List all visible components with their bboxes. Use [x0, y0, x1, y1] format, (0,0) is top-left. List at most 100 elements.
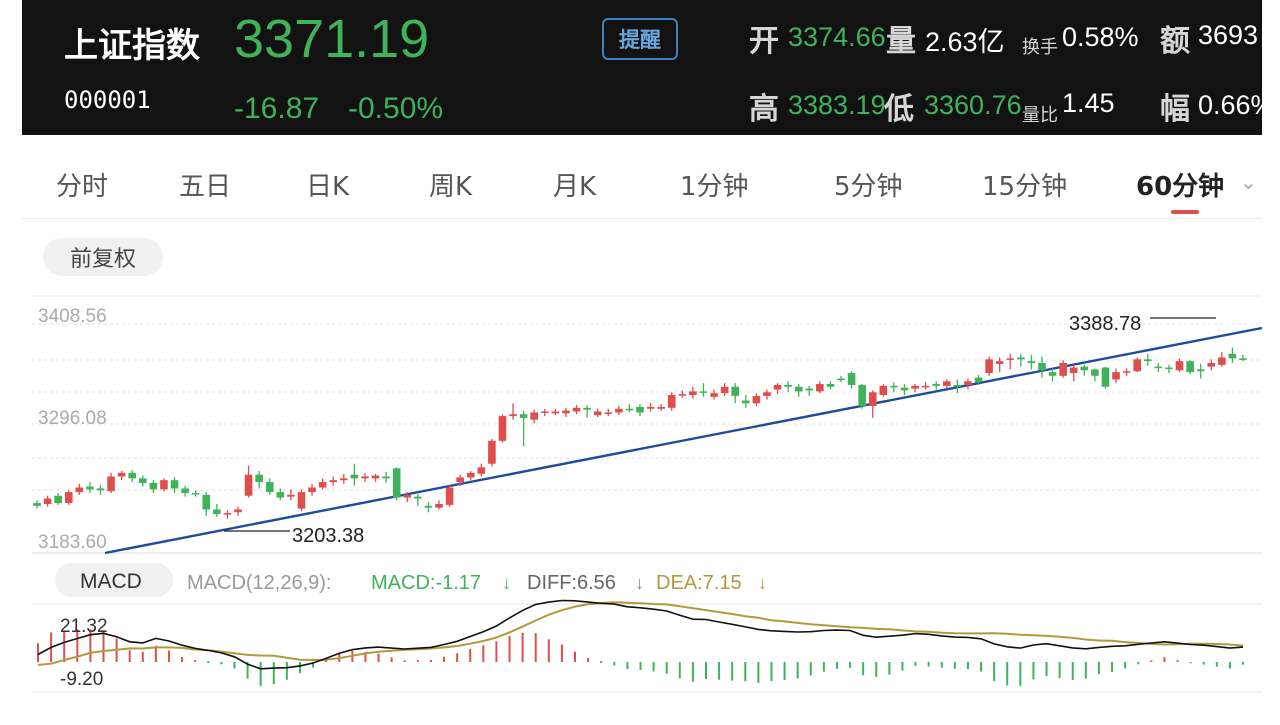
- dea-value: DEA:7.15: [656, 572, 742, 594]
- index-code: 000001: [64, 86, 151, 114]
- macd-panel: [37, 599, 1244, 687]
- amount-value: 3693: [1198, 20, 1259, 50]
- candle-body: [382, 476, 390, 479]
- candle-body: [96, 488, 105, 491]
- candle-body: [964, 381, 972, 385]
- high-price-label: 3388.78: [1069, 313, 1141, 335]
- candle-body: [234, 509, 242, 513]
- tab-monthly-k[interactable]: 月K: [553, 172, 597, 202]
- candle-body: [1080, 366, 1089, 371]
- macd-value: MACD:-1.17: [371, 572, 481, 594]
- adjust-mode-button[interactable]: 前复权: [43, 238, 163, 276]
- macd-title: MACD: [80, 570, 142, 593]
- chevron-down-icon[interactable]: ⌄: [1240, 170, 1257, 194]
- candle-body: [117, 472, 126, 477]
- candle-body: [784, 384, 792, 387]
- candle-body: [636, 406, 644, 413]
- candle-body: [826, 384, 835, 387]
- candle-body: [181, 488, 189, 494]
- candle-body: [1122, 371, 1131, 373]
- candle-body: [1165, 367, 1173, 370]
- down-arrow-icon: ↓: [502, 573, 511, 593]
- candle-body: [488, 440, 496, 464]
- candle-body: [763, 392, 771, 396]
- tab-60min[interactable]: 60分钟: [1136, 172, 1225, 202]
- candle-body: [974, 377, 983, 383]
- candle-body: [1017, 357, 1025, 360]
- candle-body: [329, 480, 338, 483]
- candle-body: [64, 492, 73, 504]
- candle-body: [318, 482, 327, 488]
- candle-body: [572, 407, 581, 412]
- volume-label: 量: [886, 24, 916, 59]
- candle-body: [1027, 361, 1036, 363]
- candle-body: [953, 384, 962, 387]
- volume-value: 2.63亿: [925, 27, 1005, 57]
- candle-body: [138, 478, 147, 483]
- candle-body: [86, 486, 94, 490]
- tab-15min[interactable]: 15分钟: [982, 172, 1068, 202]
- chart-grid: [32, 295, 1262, 693]
- candle-body: [773, 384, 782, 390]
- candle-body: [265, 482, 274, 493]
- candle-body: [1101, 367, 1110, 387]
- candle-body: [741, 400, 750, 404]
- candle-body: [33, 503, 41, 506]
- index-change-pct: -0.50%: [348, 92, 444, 125]
- candle-body: [308, 487, 316, 493]
- macd-indicator-button[interactable]: [55, 563, 173, 597]
- candle-body: [107, 476, 115, 492]
- candle-body: [456, 477, 464, 483]
- candle-body: [604, 412, 613, 414]
- candle-body: [985, 359, 993, 374]
- candle-body: [583, 407, 591, 410]
- candle-body: [160, 480, 168, 490]
- vol-ratio-label: 量比: [1022, 105, 1058, 126]
- candle-body: [995, 361, 1004, 364]
- index-price: 3371.19: [234, 9, 430, 69]
- open-label: 开: [749, 24, 779, 59]
- candle-body: [689, 391, 697, 396]
- candle-body: [837, 378, 845, 381]
- tab-5min[interactable]: 5分钟: [834, 172, 903, 202]
- candle-body: [170, 480, 179, 489]
- candle-body: [1059, 362, 1067, 376]
- candle-body: [403, 494, 412, 498]
- period-tab-bar: 分时 五日 日K 周K 月K 1分钟 5分钟 15分钟 60分钟 ⌄: [22, 148, 1262, 219]
- macd-params: MACD(12,26,9):: [187, 572, 332, 594]
- candle-body: [414, 496, 422, 499]
- open-value: 3374.66: [788, 22, 886, 52]
- candle-body: [1112, 372, 1120, 380]
- candle-body: [1091, 369, 1099, 376]
- alert-button[interactable]: 提醒: [602, 18, 678, 60]
- candle-body: [43, 498, 52, 504]
- candle-body: [890, 385, 898, 388]
- candle-body: [847, 373, 856, 385]
- tab-five-day[interactable]: 五日: [179, 172, 232, 202]
- candle-body: [519, 414, 528, 418]
- tab-intraday[interactable]: 分时: [56, 172, 109, 202]
- candle-body: [191, 493, 200, 495]
- candle-body: [75, 487, 84, 493]
- tab-weekly-k[interactable]: 周K: [429, 172, 473, 202]
- diff-value: DIFF:6.56: [527, 572, 616, 594]
- turnover-value: 0.58%: [1062, 22, 1139, 52]
- candle-body: [255, 474, 263, 483]
- tab-daily-k[interactable]: 日K: [306, 172, 350, 202]
- candle-body: [816, 384, 824, 392]
- candle-body: [1239, 358, 1247, 360]
- candle-body: [1175, 361, 1184, 371]
- down-arrow-icon: ↓: [635, 573, 644, 593]
- candle-body: [1186, 361, 1194, 373]
- tab-1min[interactable]: 1分钟: [680, 172, 749, 202]
- candle-body: [646, 406, 655, 409]
- candle-body: [1154, 366, 1163, 369]
- trendline: [104, 326, 1263, 555]
- candle-body: [921, 385, 930, 388]
- left-frame: [0, 0, 22, 725]
- candle-body: [287, 494, 295, 497]
- macd-y-tick: -9.20: [60, 669, 103, 690]
- candle-body: [509, 414, 517, 417]
- candle-body: [213, 509, 221, 515]
